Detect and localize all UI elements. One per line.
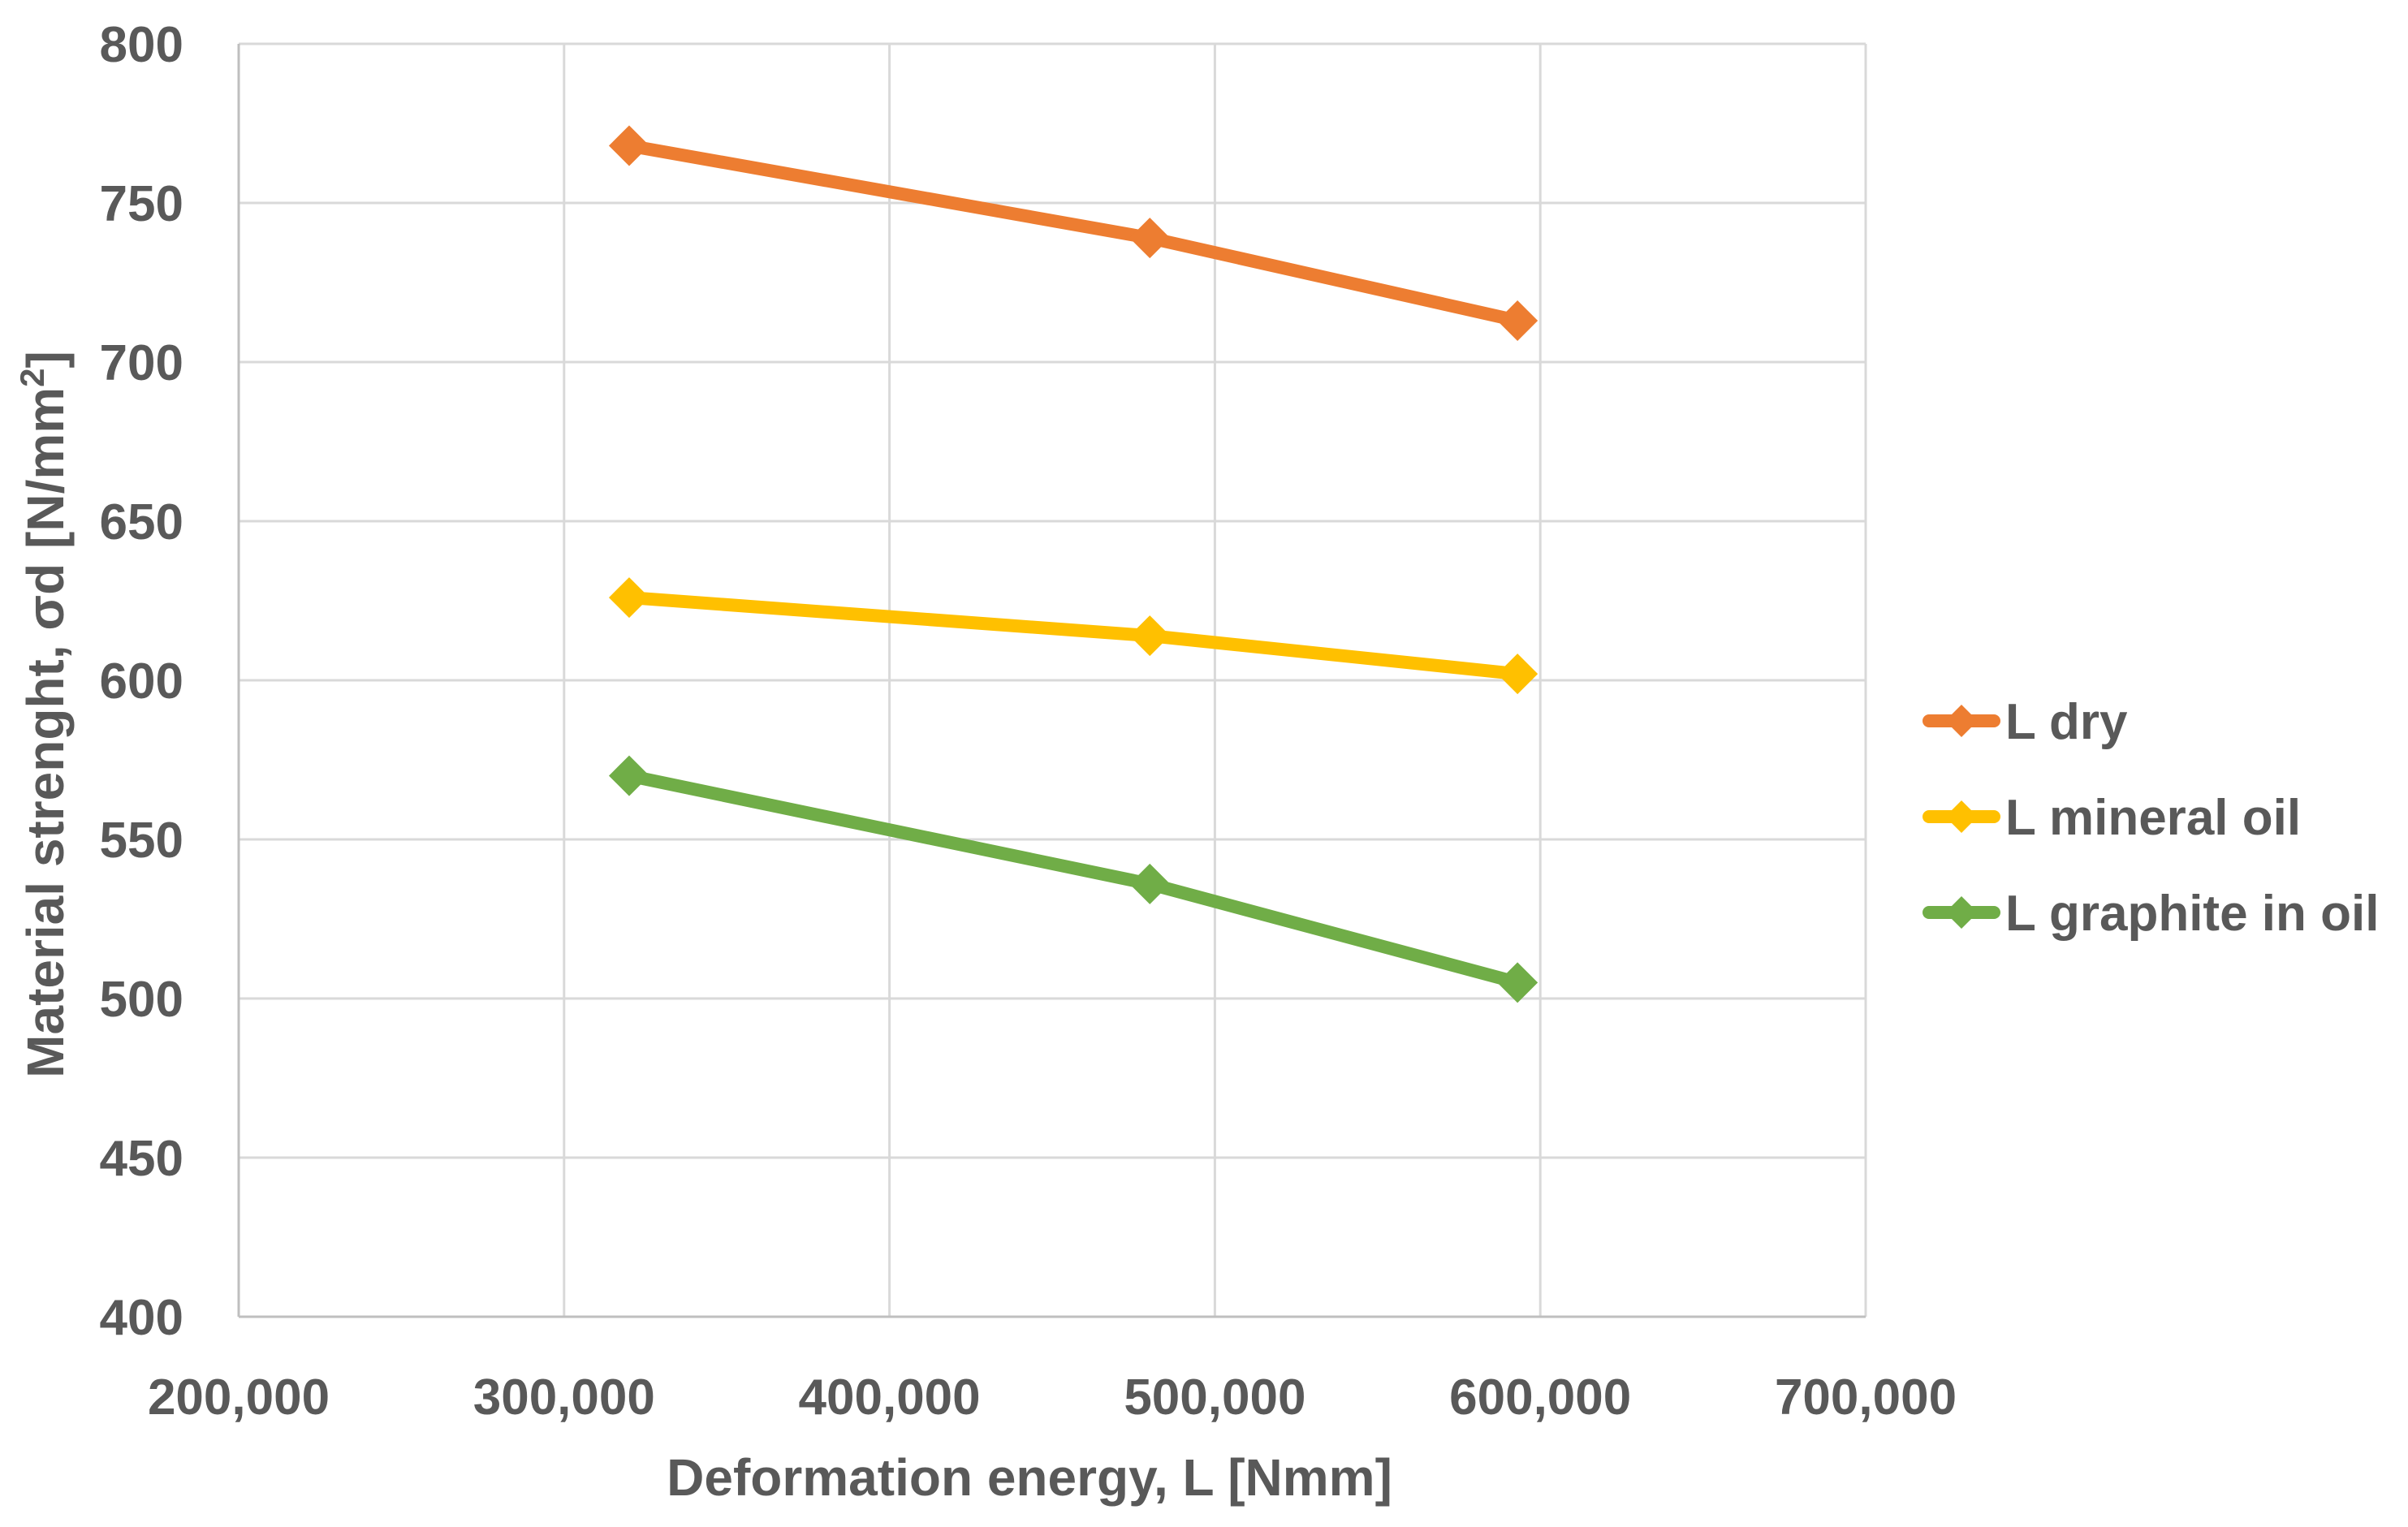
data-point-marker: [1129, 615, 1171, 657]
y-tick-label: 750: [100, 176, 183, 232]
y-tick-label: 650: [100, 494, 183, 550]
y-axis-title-superscript: 2: [13, 368, 51, 386]
y-tick-label: 550: [100, 813, 183, 869]
y-axis-title-end: ]: [16, 351, 75, 368]
x-tick-label: 200,000: [148, 1370, 330, 1426]
y-tick-label: 800: [100, 17, 183, 73]
legend-marker: [1945, 800, 1978, 833]
series-line: [622, 769, 1525, 990]
legend-marker: [1945, 896, 1978, 929]
legend-marker: [1945, 705, 1978, 737]
y-tick-label: 700: [100, 335, 183, 391]
data-point-marker: [1129, 863, 1171, 904]
x-tick-label: 400,000: [799, 1370, 981, 1426]
y-axis-title: Material strenght, σd [N/mm2]: [13, 351, 75, 1078]
y-tick-label: 600: [100, 654, 183, 710]
series-line: [622, 591, 1525, 681]
y-axis-title-main: Material strenght, σd [N/mm: [16, 387, 75, 1078]
axes: [237, 44, 1866, 1318]
y-tick-label: 400: [100, 1290, 183, 1346]
x-axis-title: Deformation energy, L [Nmm]: [667, 1448, 1392, 1507]
x-tick-label: 500,000: [1124, 1370, 1305, 1426]
data-point-marker: [1497, 654, 1538, 695]
data-point-marker: [1497, 300, 1538, 342]
x-tick-label: 600,000: [1449, 1370, 1631, 1426]
y-tick-label: 450: [100, 1131, 183, 1187]
series-line: [622, 139, 1525, 328]
legend-label: L dry: [2005, 694, 2128, 750]
data-point-marker: [608, 755, 649, 796]
y-tick-label: 500: [100, 972, 183, 1028]
data-point-marker: [1497, 962, 1538, 1003]
x-tick-label: 700,000: [1775, 1370, 1957, 1426]
legend: L dry L mineral oil L graphite in oil: [1923, 694, 2379, 942]
x-tick-label: 300,000: [473, 1370, 655, 1426]
legend-label: L mineral oil: [2005, 790, 2301, 846]
data-point-marker: [1129, 218, 1171, 259]
series-group: [608, 125, 1538, 1003]
legend-label: L graphite in oil: [2005, 886, 2379, 942]
grid: [239, 42, 1867, 1317]
tick-labels: 400 450 500 550 600 650 700 750 800 200,000 300,00…: [100, 17, 1957, 1426]
data-point-marker: [608, 577, 649, 619]
data-point-marker: [608, 125, 649, 166]
